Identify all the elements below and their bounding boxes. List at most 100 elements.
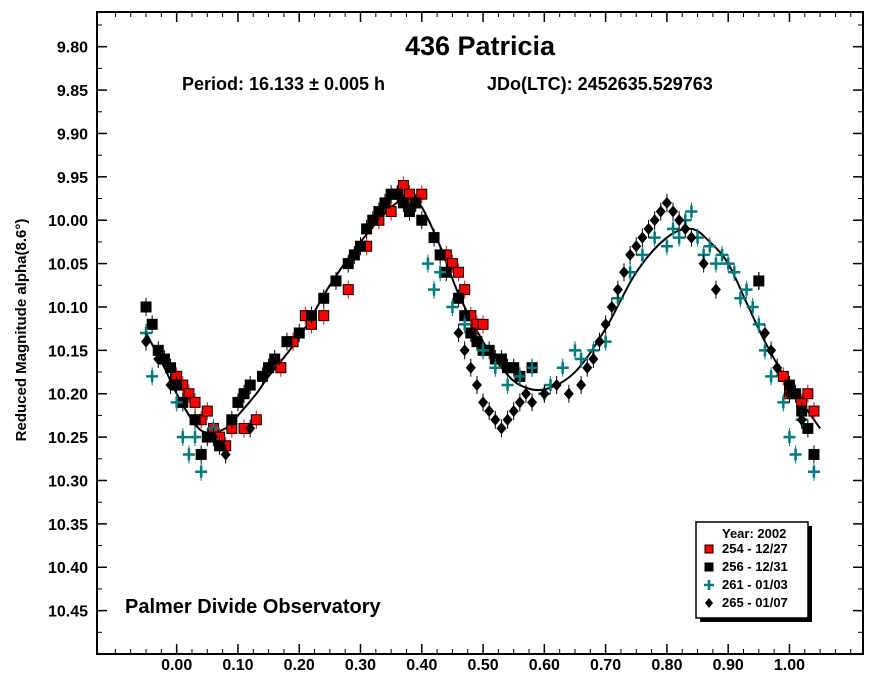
data-point [563, 387, 574, 400]
data-point [802, 422, 814, 434]
data-point [434, 249, 446, 261]
data-point [612, 283, 623, 296]
data-point [600, 318, 611, 331]
data-point [568, 344, 581, 357]
data-point [397, 180, 409, 192]
data-point [397, 197, 409, 209]
y-axis: 9.80 9.85 9.90 9.95 10.00 10.05 10.10 10.15 10.2… [48, 24, 863, 633]
legend-marker [704, 544, 714, 554]
y-tick-label: 10.35 [48, 517, 88, 534]
data-point [631, 240, 642, 253]
data-point [446, 300, 459, 313]
y-tick-label: 10.40 [48, 560, 88, 577]
y-tick-label: 9.80 [57, 40, 88, 57]
data-point [281, 336, 293, 348]
data-point [318, 310, 330, 322]
data-point [576, 379, 587, 392]
data-point [256, 370, 268, 382]
observatory-label: Palmer Divide Observatory [125, 596, 382, 618]
data-point [367, 214, 379, 226]
data-point [269, 353, 281, 365]
data-point [232, 396, 244, 408]
data-point [526, 361, 539, 374]
data-point [250, 414, 262, 426]
y-tick-label: 10.05 [48, 257, 88, 274]
data-point [734, 292, 747, 305]
x-axis: 0.00 0.10 0.20 0.30 0.40 0.50 0.60 0.70 0.80 0.90… [114, 12, 852, 674]
data-point [501, 379, 514, 392]
data-point [710, 283, 721, 296]
data-point [379, 197, 391, 209]
data-point [458, 318, 471, 331]
data-point [808, 448, 820, 460]
data-point [752, 318, 765, 331]
x-tick-label: 0.90 [713, 657, 744, 674]
y-tick-label: 10.10 [48, 300, 88, 317]
data-point [674, 214, 685, 227]
data-point [777, 396, 790, 409]
y-tick-label: 9.85 [57, 83, 88, 100]
legend-label: 254 - 12/27 [722, 541, 788, 556]
data-point [189, 414, 201, 426]
data-point [391, 188, 403, 200]
data-point [685, 205, 698, 218]
x-tick-label: 0.00 [161, 657, 192, 674]
data-point [539, 387, 550, 400]
data-point [140, 301, 152, 313]
data-point [410, 197, 422, 209]
data-point [673, 231, 686, 244]
data-point [716, 248, 729, 261]
x-tick-label: 0.60 [529, 657, 560, 674]
data-point [189, 431, 202, 444]
data-point [201, 405, 213, 417]
data-point [490, 413, 501, 426]
data-point [182, 448, 195, 461]
data-point [668, 205, 679, 218]
data-point [777, 370, 789, 382]
data-point [648, 231, 661, 244]
plot-frame [96, 11, 864, 655]
data-point [416, 188, 428, 200]
data-point [421, 257, 434, 270]
data-point [453, 327, 464, 339]
data-point [753, 274, 764, 287]
legend-marker [704, 580, 714, 590]
data-point [428, 283, 441, 296]
data-point [226, 414, 238, 426]
legend-box [695, 521, 809, 619]
data-points [140, 176, 820, 481]
data-point [195, 448, 207, 460]
data-point [342, 284, 354, 296]
data-point [766, 344, 777, 357]
data-point [489, 361, 502, 374]
data-point [686, 231, 697, 244]
data-point [453, 266, 465, 278]
legend-label: 261 - 01/03 [722, 577, 788, 592]
data-point [637, 231, 648, 244]
data-point [746, 300, 759, 313]
data-point [703, 240, 716, 253]
data-point [355, 240, 367, 252]
x-tick-label: 0.10 [222, 657, 253, 674]
data-point [698, 257, 709, 270]
data-point [808, 405, 820, 417]
data-point [404, 188, 416, 200]
data-point [625, 248, 636, 261]
data-point [759, 327, 770, 339]
data-point [330, 275, 342, 287]
data-point [594, 335, 605, 348]
x-tick-label: 1.00 [774, 657, 805, 674]
data-point [606, 300, 617, 313]
x-tick-label: 0.70 [590, 657, 621, 674]
data-point [293, 327, 305, 339]
data-point [789, 448, 802, 461]
data-point [765, 370, 778, 383]
data-point [165, 362, 177, 374]
x-tick-label: 0.50 [467, 657, 498, 674]
data-point [582, 361, 593, 374]
data-point [348, 249, 360, 261]
data-point [802, 388, 814, 400]
data-point [478, 396, 489, 409]
y-tick-label: 10.25 [48, 430, 88, 447]
